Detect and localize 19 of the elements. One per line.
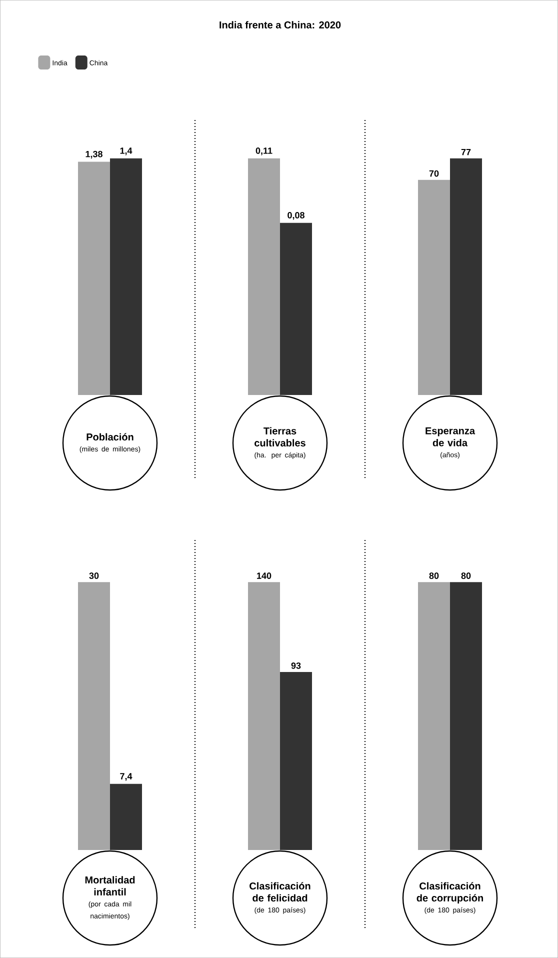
data-label: 1,4 [120, 148, 132, 156]
data-label: 80 [461, 572, 471, 579]
data-label: 0,11 [256, 148, 272, 156]
data-label: 30 [89, 572, 99, 579]
x-axis-title: Población [86, 433, 134, 441]
data-label: 77 [461, 148, 471, 156]
data-label: 1,38 [86, 150, 102, 159]
data-label: 140 [257, 572, 272, 579]
x-axis-title: Clasificación de corrupción [416, 882, 483, 904]
x-axis-title: Esperanza de vida [426, 427, 476, 446]
x-axis-title: Tierras cultivables [254, 427, 306, 446]
chart-title: India frente a China: 2020 [220, 21, 341, 28]
data-label: 70 [429, 170, 439, 177]
data-label: 93 [291, 662, 301, 669]
data-label: 0,08 [288, 212, 304, 220]
x-axis-title: Clasificación de felicidad [250, 882, 310, 902]
data-label: 7,4 [120, 773, 132, 781]
x-axis-title: Mortalidad infantil [85, 876, 135, 896]
data-label: 80 [429, 572, 439, 579]
